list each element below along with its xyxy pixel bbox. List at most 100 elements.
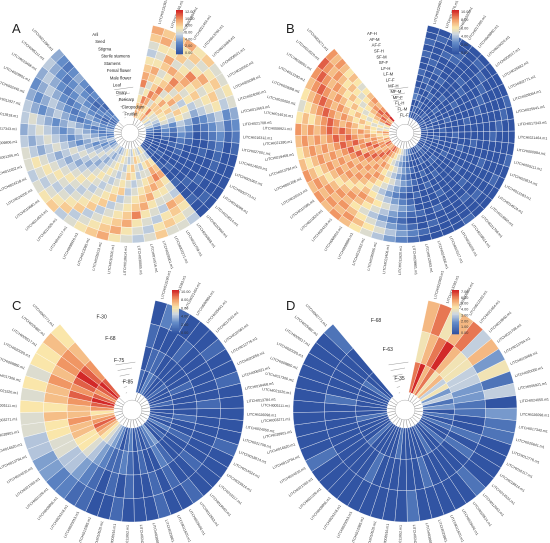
- heatmap-cell: [439, 132, 447, 138]
- heatmap-cells: [294, 25, 516, 244]
- tissue-label: F-35: [394, 376, 405, 382]
- gene-label: LITCHI029514.m1: [226, 473, 253, 493]
- heatmap-cell: [66, 127, 76, 135]
- color-scale-swatch: [452, 32, 459, 34]
- dendrogram-branch: [135, 419, 139, 427]
- tissue-labels: F-35 F-63 F-68: [371, 318, 405, 382]
- dendrogram-branch: [399, 141, 403, 149]
- heatmap-cell: [344, 134, 353, 142]
- heatmap-cell: [208, 131, 217, 142]
- heatmap-cell: [325, 48, 339, 62]
- tissue-label: F-30: [96, 314, 107, 320]
- heatmap-cell: [405, 167, 411, 175]
- dendrogram-branch: [118, 98, 128, 102]
- heatmap-cell: [107, 232, 121, 243]
- color-scale-swatch: [176, 23, 183, 25]
- gene-label: LITCHI000848.m1: [196, 223, 217, 249]
- gene-label: LITCHI024205.m1: [139, 525, 145, 543]
- heatmap-cell: [130, 171, 137, 181]
- tissue-label: F-63: [383, 347, 394, 353]
- dendrogram-branch: [409, 394, 415, 402]
- dendrogram-branch: [119, 373, 130, 377]
- dendrogram-branch: [387, 411, 396, 413]
- gene-label: LITCHI016312.m1: [243, 135, 273, 140]
- heatmap-cell: [35, 134, 45, 146]
- panel-letter: D: [286, 298, 295, 313]
- dendrogram-branch: [389, 133, 397, 136]
- tissue-label: Ovary: [116, 90, 128, 95]
- color-scale: 12.00 10.00 8.00 6.00 4.00 2.00 0.00: [176, 10, 195, 55]
- gene-label: LITCHI023406.m1: [461, 509, 479, 536]
- tissue-label: MF-F: [393, 95, 403, 100]
- gene-label: LITCHI029901.m1: [3, 65, 31, 82]
- color-scale-swatch: [172, 331, 179, 333]
- heatmap-cell: [313, 134, 322, 146]
- color-scale-swatch: [176, 24, 183, 27]
- color-scale-swatch: [176, 29, 183, 31]
- dendrogram-branch: [395, 105, 402, 107]
- heatmap-cells: [292, 300, 518, 523]
- dendrogram-branch: [120, 105, 127, 107]
- dendrogram-branch: [114, 404, 123, 408]
- color-scale-swatch: [172, 290, 179, 292]
- tissue-label: Caropodium: [122, 104, 145, 109]
- heatmap-cell: [401, 167, 407, 175]
- gene-label: LITCHI001902.m1: [234, 172, 263, 186]
- color-scale-tick: 2.00: [461, 43, 468, 47]
- color-scale-swatch: [452, 328, 459, 330]
- heatmap-cell: [406, 229, 419, 237]
- gene-label: LITCHI026064.m1: [512, 89, 541, 101]
- heatmap-cell: [206, 140, 217, 151]
- dendrogram-branch: [391, 137, 398, 143]
- color-scale-tick: 4.00: [461, 308, 468, 312]
- color-scale-tick: 2.00: [461, 319, 468, 323]
- dendrogram-branch: [397, 111, 401, 113]
- heatmap-cell: [405, 179, 413, 187]
- heatmap-cell: [19, 135, 29, 149]
- gene-label: LITCHI023406.m1: [188, 509, 206, 536]
- color-scale-tick: 10.00: [181, 290, 191, 294]
- gene-label: LITCHI001206.m1: [0, 152, 19, 162]
- heatmap-cell: [399, 186, 407, 194]
- gene-label: LITCHI009860.m1: [270, 356, 299, 370]
- gene-label: LITCHI011620.m1: [398, 246, 403, 275]
- color-scale-swatch: [452, 329, 459, 332]
- gene-label: LITCHI017343.m1: [518, 121, 548, 127]
- heatmap-cell: [326, 134, 334, 144]
- gene-label: LITCHI023406.m1: [11, 52, 38, 72]
- dendrogram-branch: [114, 127, 122, 131]
- heatmap-cell: [495, 120, 503, 132]
- heatmap-cell: [323, 323, 354, 355]
- gene-label: LITCHI000517.m1: [495, 47, 521, 68]
- dendrogram-branch: [396, 140, 401, 147]
- color-scale-tick: 2.00: [185, 44, 192, 48]
- heatmap-cell: [405, 185, 414, 194]
- heatmap-cell: [124, 187, 132, 197]
- gene-label: LITCHI009806.m1: [0, 140, 18, 146]
- panel-letter: B: [286, 21, 295, 36]
- tissue-label: Fruitlet: [125, 112, 139, 117]
- dendrogram-branch: [117, 367, 133, 371]
- color-scale-swatch: [452, 304, 459, 307]
- color-scale: 10.00 8.00 6.00 4.00 2.00 0.00: [172, 290, 191, 335]
- heatmap-cell: [192, 123, 202, 133]
- color-scale-swatch: [176, 18, 183, 21]
- dendrogram-branch: [114, 411, 123, 413]
- color-scale-swatch: [452, 29, 459, 31]
- heatmap-cell: [344, 127, 352, 135]
- dendrogram-branch: [414, 403, 422, 407]
- gene-label: LITCHI013183.m1: [504, 184, 532, 201]
- dendrogram-branch: [387, 408, 396, 410]
- heatmap-cell: [508, 130, 516, 144]
- gene-label: LITCHI014524.m1: [233, 462, 261, 479]
- gene-label: LITCHI021709.m1: [185, 230, 203, 257]
- color-scale-swatch: [172, 295, 179, 298]
- gene-label: LITCHI019468.m1: [245, 381, 275, 390]
- heatmap-cell: [20, 110, 31, 125]
- color-scale-swatch: [452, 52, 459, 55]
- dendrogram-branch: [403, 141, 405, 149]
- dendrogram-branch: [134, 119, 139, 126]
- heatmap-cell: [406, 210, 417, 219]
- dendrogram-branch: [141, 412, 150, 416]
- heatmap-cell: [124, 179, 132, 189]
